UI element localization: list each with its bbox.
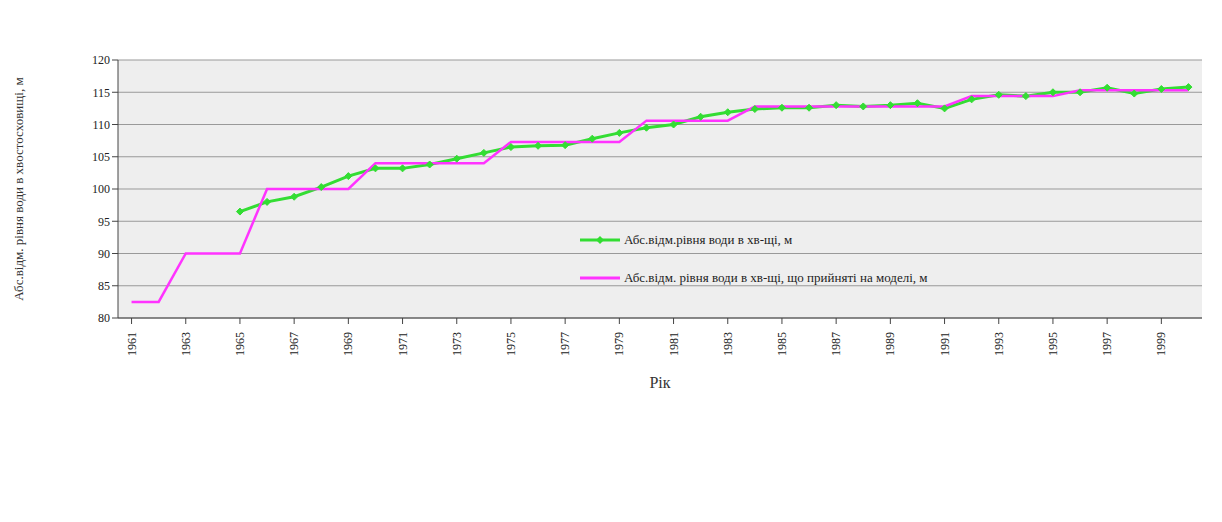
svg-text:120: 120 xyxy=(92,53,110,67)
svg-text:1995: 1995 xyxy=(1046,332,1060,356)
svg-text:100: 100 xyxy=(92,182,110,196)
svg-text:Рік: Рік xyxy=(649,374,670,391)
svg-text:1989: 1989 xyxy=(883,332,897,356)
svg-text:1993: 1993 xyxy=(992,332,1006,356)
html-text:Абс.відм. рівня води в хв-щі,: Абс.відм. рівня води в хв-щі, що прийнят… xyxy=(624,270,928,285)
html-text:Абс.відм.рівня води в хв-щі, м: Абс.відм.рівня води в хв-щі, м xyxy=(624,232,793,247)
svg-text:1961: 1961 xyxy=(125,332,139,356)
svg-text:95: 95 xyxy=(98,215,110,229)
svg-text:1983: 1983 xyxy=(721,332,735,356)
svg-text:1965: 1965 xyxy=(233,332,247,356)
svg-text:1981: 1981 xyxy=(667,332,681,356)
svg-text:1967: 1967 xyxy=(287,332,301,356)
svg-text:1971: 1971 xyxy=(396,332,410,356)
svg-text:1991: 1991 xyxy=(938,332,952,356)
svg-text:1963: 1963 xyxy=(179,332,193,356)
svg-text:115: 115 xyxy=(92,86,110,100)
svg-text:1975: 1975 xyxy=(504,332,518,356)
svg-text:1969: 1969 xyxy=(341,332,355,356)
svg-text:1973: 1973 xyxy=(450,332,464,356)
svg-text:85: 85 xyxy=(98,279,110,293)
svg-text:1987: 1987 xyxy=(829,332,843,356)
svg-text:105: 105 xyxy=(92,150,110,164)
svg-text:1985: 1985 xyxy=(775,332,789,356)
svg-text:1997: 1997 xyxy=(1100,332,1114,356)
svg-text:1999: 1999 xyxy=(1154,332,1168,356)
svg-text:90: 90 xyxy=(98,247,110,261)
svg-text:1977: 1977 xyxy=(558,332,572,356)
svg-text:Абс.відм. рівня води в хвостос: Абс.відм. рівня води в хвостосховищі, м xyxy=(11,77,26,300)
svg-text:80: 80 xyxy=(98,311,110,325)
svg-text:110: 110 xyxy=(92,118,110,132)
svg-text:1979: 1979 xyxy=(612,332,626,356)
